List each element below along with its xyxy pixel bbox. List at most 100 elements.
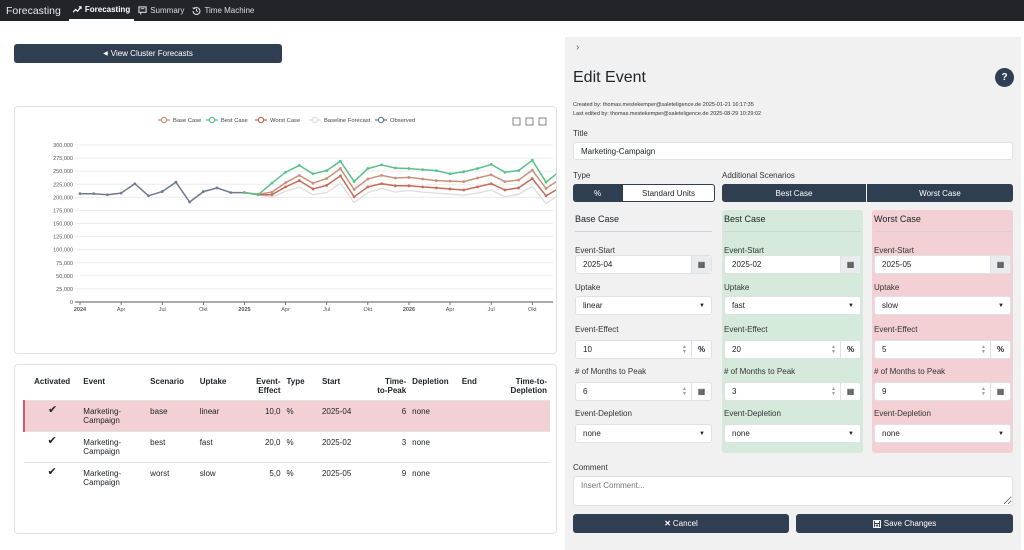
months-to-peak-input-base[interactable]: 6 ▲ ▼ ▦	[575, 382, 712, 401]
data-point-best-case	[366, 167, 370, 170]
scenario-column-base	[573, 210, 714, 453]
table-row[interactable]: ✔ Marketing- Campaign base linear 10,0% 2025-…	[24, 400, 550, 432]
table-row[interactable]: ✔ Marketing- Campaign best fast 20,0% 2025-02…	[24, 431, 550, 463]
column-header[interactable]: Time-to- Depletion	[510, 377, 547, 395]
type-percent-button[interactable]: %	[573, 184, 622, 202]
cell-ttd	[507, 432, 550, 463]
column-header[interactable]: Time- to-Peak	[377, 377, 407, 395]
data-point-observed	[147, 194, 150, 198]
data-point-best-case	[297, 164, 301, 167]
calendar-icon[interactable]: ▦	[990, 256, 1010, 273]
worst-case-toggle-button[interactable]: Worst Case	[867, 184, 1013, 202]
title-input[interactable]: Marketing-Campaign	[573, 142, 1013, 160]
help-button[interactable]: ?	[995, 68, 1014, 87]
chevron-right-icon[interactable]: ›	[576, 42, 580, 53]
percent-icon: %	[840, 341, 860, 358]
caret-left-icon: ◀	[103, 51, 108, 57]
months-label-best: # of Months to Peak	[724, 367, 796, 376]
column-header[interactable]: Event- Effect	[256, 377, 281, 395]
event-depletion-select-worst[interactable]: none ▼	[874, 424, 1011, 443]
y-tick-label: 175,000	[53, 208, 73, 214]
percent-icon: %	[990, 341, 1010, 358]
calendar-icon[interactable]: ▦	[840, 383, 860, 400]
table-row[interactable]: ✔ Marketing- Campaign worst slow 5,0% 2025-05…	[24, 462, 550, 494]
spinner-icon[interactable]: ▲ ▼	[682, 343, 687, 355]
zoom-icon[interactable]	[512, 117, 521, 126]
data-point-worst-case	[311, 187, 315, 191]
spinner-icon[interactable]: ▲ ▼	[981, 343, 986, 355]
column-header[interactable]: Start	[321, 377, 341, 386]
spinner-icon[interactable]: ▲ ▼	[831, 385, 836, 397]
zoom-reset-icon-shape	[525, 117, 534, 126]
data-point-observed	[188, 200, 192, 204]
spinner-icon[interactable]: ▲ ▼	[831, 343, 836, 355]
caret-down-icon: ▼	[848, 430, 854, 437]
y-tick-label: 300,000	[53, 143, 73, 149]
column-header[interactable]: Event	[83, 377, 106, 386]
data-point-worst-case	[380, 182, 383, 186]
data-point-worst-case	[297, 179, 301, 182]
nav-summary[interactable]: Summary	[134, 0, 188, 21]
event-start-input-best[interactable]: 2025-02 ▦	[724, 255, 861, 274]
event-effect-input-worst[interactable]: 5 ▲ ▼%	[874, 340, 1011, 359]
worst-case-toggle-label: Worst Case	[919, 188, 961, 198]
download-icon[interactable]	[538, 117, 547, 126]
type-label: Type	[573, 171, 591, 180]
cancel-button[interactable]: ✕ Cancel	[573, 514, 789, 533]
type-standard-units-button[interactable]: Standard Units	[622, 184, 715, 202]
event-effect-input-base[interactable]: 10 ▲ ▼%	[575, 340, 712, 359]
forecast-chart: 0 25,000 50,000 75,000 100,000 125,000 150,000…	[53, 116, 556, 313]
spinner-icon[interactable]: ▲ ▼	[682, 385, 687, 397]
calendar-icon[interactable]: ▦	[840, 256, 860, 273]
zoom-reset-icon[interactable]	[525, 117, 534, 126]
column-header[interactable]: Depletion	[412, 377, 449, 386]
column-header[interactable]: Type	[286, 377, 305, 386]
calendar-icon[interactable]: ▦	[691, 383, 711, 400]
app-brand[interactable]: Forecasting	[6, 4, 61, 17]
cell-ttd	[507, 401, 550, 432]
data-point-worst-case	[284, 185, 287, 189]
view-cluster-forecasts-button[interactable]: ◀ View Cluster Forecasts	[14, 44, 282, 63]
uptake-select-best[interactable]: fast ▼	[724, 296, 861, 315]
cell-uptake: linear	[199, 407, 220, 416]
legend-marker-icon	[160, 116, 168, 124]
data-point-best-case	[517, 169, 520, 173]
event-effect-input-best[interactable]: 20 ▲ ▼%	[724, 340, 861, 359]
months-to-peak-input-worst[interactable]: 9 ▲ ▼ ▦	[874, 382, 1011, 401]
column-header[interactable]: Scenario	[150, 377, 184, 386]
event-start-input-base[interactable]: 2025-04 ▦	[575, 255, 712, 274]
column-header[interactable]: End	[461, 377, 477, 386]
x-tick-label: Jul	[159, 307, 166, 313]
comment-textarea[interactable]	[573, 476, 1013, 506]
nav-time-machine[interactable]: Time Machine	[188, 0, 258, 21]
calendar-icon[interactable]: ▦	[691, 256, 711, 273]
legend-label: Observed	[390, 118, 415, 124]
summary-icon	[138, 6, 147, 15]
event-depletion-select-base[interactable]: none ▼	[575, 424, 712, 443]
y-tick-label: 250,000	[53, 169, 73, 175]
uptake-select-worst[interactable]: slow ▼	[874, 296, 1011, 315]
event-depletion-select-best[interactable]: none ▼	[724, 424, 861, 443]
column-header[interactable]: Uptake	[199, 377, 227, 386]
y-tick-label: 100,000	[53, 248, 73, 254]
calendar-icon[interactable]: ▦	[990, 383, 1010, 400]
uptake-select-base[interactable]: linear ▼	[575, 296, 712, 315]
event-start-input-worst[interactable]: 2025-05 ▦	[874, 255, 1011, 274]
data-point-base-case	[407, 176, 411, 179]
save-changes-button[interactable]: Save Changes	[796, 514, 1013, 533]
data-point-observed	[215, 186, 219, 190]
table-header-row: Activated Event Scenario Uptake Event- Effec…	[24, 375, 550, 401]
best-case-toggle-button[interactable]: Best Case	[722, 184, 866, 202]
data-point-worst-case	[366, 185, 370, 189]
column-header[interactable]: Activated	[34, 377, 71, 386]
depletion-label-base: Event-Depletion	[575, 409, 632, 418]
spinner-icon[interactable]: ▲ ▼	[981, 385, 986, 397]
cell-ttp: 6	[401, 407, 407, 416]
trend-icon	[72, 6, 82, 13]
uptake-value: linear	[583, 301, 603, 310]
nav-forecasting-label: Forecasting	[84, 5, 131, 14]
x-tick-label: Apr	[117, 307, 126, 313]
data-point-worst-case	[476, 185, 479, 189]
nav-forecasting[interactable]: Forecasting	[68, 0, 135, 21]
months-to-peak-input-best[interactable]: 3 ▲ ▼ ▦	[724, 382, 861, 401]
